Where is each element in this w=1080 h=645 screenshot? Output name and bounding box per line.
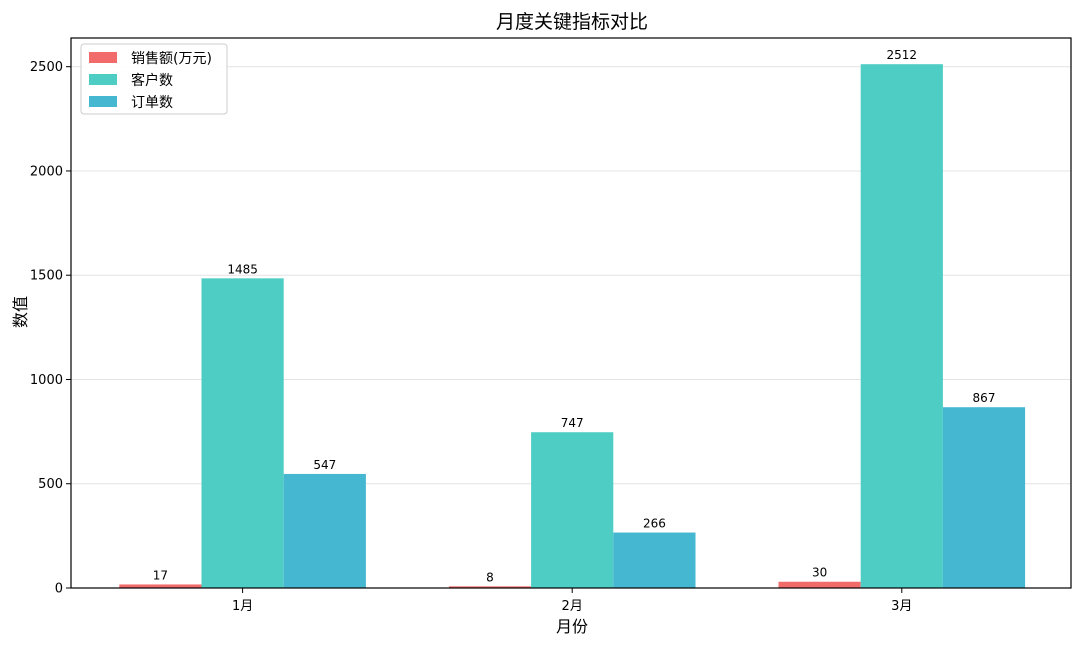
bar bbox=[942, 407, 1026, 588]
bar bbox=[283, 473, 366, 588]
y-axis: 0 500 1000 1500 2000 2500 bbox=[30, 60, 71, 597]
y-tick-label: 0 bbox=[55, 582, 63, 597]
bar-value-label: 30 bbox=[812, 566, 827, 580]
bar-value-label: 266 bbox=[643, 517, 666, 531]
x-tick-label: 1月 bbox=[232, 599, 253, 614]
x-axis: 1月 2月 3月 bbox=[232, 588, 912, 614]
y-tick-label: 500 bbox=[38, 477, 63, 492]
bar bbox=[119, 584, 202, 588]
bar bbox=[613, 532, 696, 588]
bar-value-label: 17 bbox=[153, 568, 168, 582]
x-tick-label: 3月 bbox=[891, 599, 912, 614]
bar-value-label: 547 bbox=[313, 458, 336, 472]
bar-value-label: 867 bbox=[973, 391, 996, 405]
legend-label: 客户数 bbox=[131, 72, 173, 89]
plot-frame bbox=[70, 37, 1072, 589]
chart-title: 月度关键指标对比 bbox=[496, 11, 648, 33]
bar bbox=[201, 278, 284, 588]
legend-swatch bbox=[89, 96, 117, 107]
y-tick-label: 1500 bbox=[30, 269, 63, 284]
bar-value-label: 747 bbox=[561, 416, 584, 430]
bar-value-label: 1485 bbox=[227, 262, 258, 276]
legend-label: 销售额(万元) bbox=[131, 51, 212, 67]
y-axis-title: 数值 bbox=[11, 296, 30, 328]
bar bbox=[778, 581, 861, 588]
bar-value-label: 2512 bbox=[887, 48, 918, 62]
legend-label: 订单数 bbox=[131, 95, 173, 111]
bar-value-label: 8 bbox=[486, 570, 494, 584]
y-tick-label: 2000 bbox=[30, 164, 63, 179]
bar bbox=[860, 64, 943, 588]
legend-swatch bbox=[89, 52, 117, 63]
legend-swatch bbox=[89, 74, 117, 85]
x-tick-label: 2月 bbox=[562, 599, 583, 614]
legend-box bbox=[80, 43, 228, 115]
bar bbox=[448, 586, 532, 588]
data-labels: 17 1485 547 8 747 266 30 2512 867 bbox=[153, 48, 996, 584]
y-tick-label: 1000 bbox=[30, 373, 63, 388]
y-tick-label: 2500 bbox=[30, 60, 63, 75]
bars bbox=[119, 64, 1026, 588]
bar bbox=[531, 432, 614, 588]
x-axis-title: 月份 bbox=[556, 617, 588, 636]
